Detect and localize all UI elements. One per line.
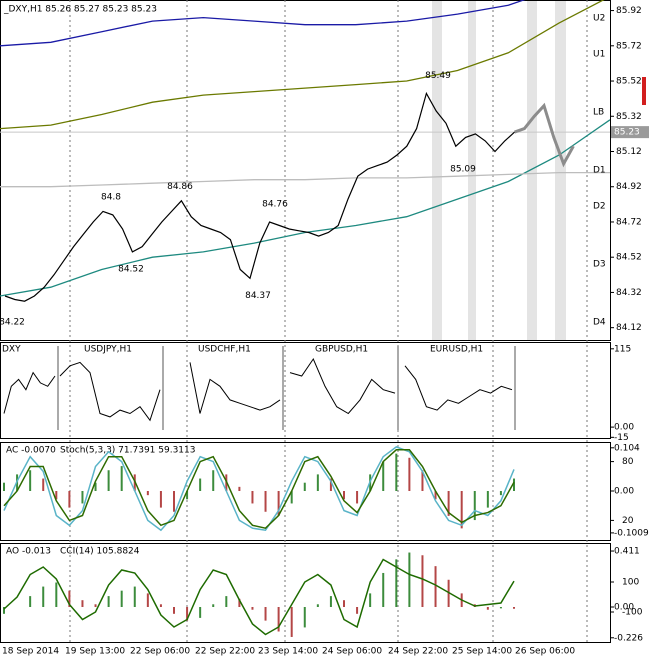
y-tick-label: 84.92 [616, 182, 642, 192]
price-plot [0, 0, 610, 302]
y-tick-label: 85.32 [616, 112, 642, 122]
session-shading [432, 0, 566, 340]
price-annotation: 84.8 [101, 192, 121, 202]
y-tick-label: 84.72 [616, 217, 642, 227]
indicator-label: AC -0.0070 [6, 446, 56, 456]
date-label: 22 Sep 06:00 [130, 647, 190, 657]
price-annotation: 85.09 [450, 164, 476, 174]
level-label: LB [593, 108, 604, 118]
indicator-line [3, 446, 515, 532]
signal-marker [642, 77, 646, 105]
last-price-box [611, 126, 649, 139]
pair-label: USDCHF,H1 [198, 345, 251, 355]
y-tick-label: 0.00 [614, 423, 634, 433]
band-line [0, 0, 526, 47]
pair-line [189, 362, 281, 414]
y-tick-label: 85.72 [616, 41, 642, 51]
level-label: U1 [593, 50, 605, 60]
y-tick-label: -15 [614, 433, 629, 443]
band-line [0, 119, 610, 297]
pair-line [3, 371, 56, 414]
time-separators [69, 0, 588, 643]
price-annotation: 84.22 [0, 318, 25, 328]
date-label: 19 Sep 13:00 [65, 647, 125, 657]
y-tick-label: 84.52 [616, 253, 642, 263]
indicator-label: CCI(14) 105.8824 [60, 547, 140, 557]
y-tick-label: 85.12 [616, 147, 642, 157]
y-tick-label: 0.00 [614, 603, 634, 613]
date-label: 23 Sep 14:00 [258, 647, 318, 657]
y-tick-label: -0.1009 [614, 528, 649, 538]
y-tick-label: 80 [622, 457, 634, 467]
date-label: 24 Sep 06:00 [322, 647, 382, 657]
level-label: D2 [593, 202, 606, 212]
last-price-label: 85.23 [614, 128, 640, 138]
date-label: 25 Sep 14:00 [452, 647, 512, 657]
price-line [4, 91, 516, 302]
y-tick-label: -0.226 [614, 633, 643, 643]
level-label: D4 [593, 318, 606, 328]
pair-label: GBPUSD,H1 [315, 345, 368, 355]
indicator-label: AO -0.013 [6, 547, 51, 557]
forecast-line [514, 102, 575, 168]
date-label: 24 Sep 22:00 [388, 647, 448, 657]
pair-line [404, 365, 513, 411]
y-tick-label: 85.52 [616, 77, 642, 87]
price-annotation: 84.76 [262, 199, 288, 209]
pair-line [59, 361, 161, 422]
price-annotation: 84.52 [118, 265, 144, 275]
y-tick-label: 0.00 [614, 487, 634, 497]
date-label: 22 Sep 22:00 [195, 647, 255, 657]
date-label: 26 Sep 06:00 [515, 647, 575, 657]
pair-label: EURUSD,H1 [430, 345, 483, 355]
pair-label: DXY [2, 345, 21, 355]
indicator-line [3, 449, 515, 530]
price-annotation: 84.37 [245, 291, 271, 301]
y-tick-label: 85.92 [616, 6, 642, 16]
indicator-label: Stoch(5,3,3) 71.7391 59.3113 [60, 446, 195, 456]
level-label: D3 [593, 260, 606, 270]
level-label: U2 [593, 14, 605, 24]
pair-label: USDJPY,H1 [84, 345, 132, 355]
y-tick-label: 84.32 [616, 288, 642, 298]
y-tick-label: -100 [622, 608, 643, 618]
y-tick-label: 84.12 [616, 323, 642, 333]
price-annotation: 84.86 [167, 182, 193, 192]
indicator-line [3, 558, 515, 636]
pair-line [289, 357, 396, 415]
y-tick-label: 0.411 [614, 547, 640, 557]
y-tick-label: 20 [622, 516, 634, 526]
price-annotation: 85.49 [425, 71, 451, 81]
y-tick-label: 100 [622, 578, 639, 588]
y-tick-label: 0.104 [614, 443, 640, 453]
level-label: D1 [593, 166, 606, 176]
date-label: 18 Sep 2014 [2, 647, 59, 657]
window-title: _DXY,H1 85.26 85.27 85.23 85.23 [3, 5, 157, 15]
band-line [0, 171, 610, 188]
y-tick-label: 115 [614, 344, 631, 354]
band-line [0, 0, 605, 130]
